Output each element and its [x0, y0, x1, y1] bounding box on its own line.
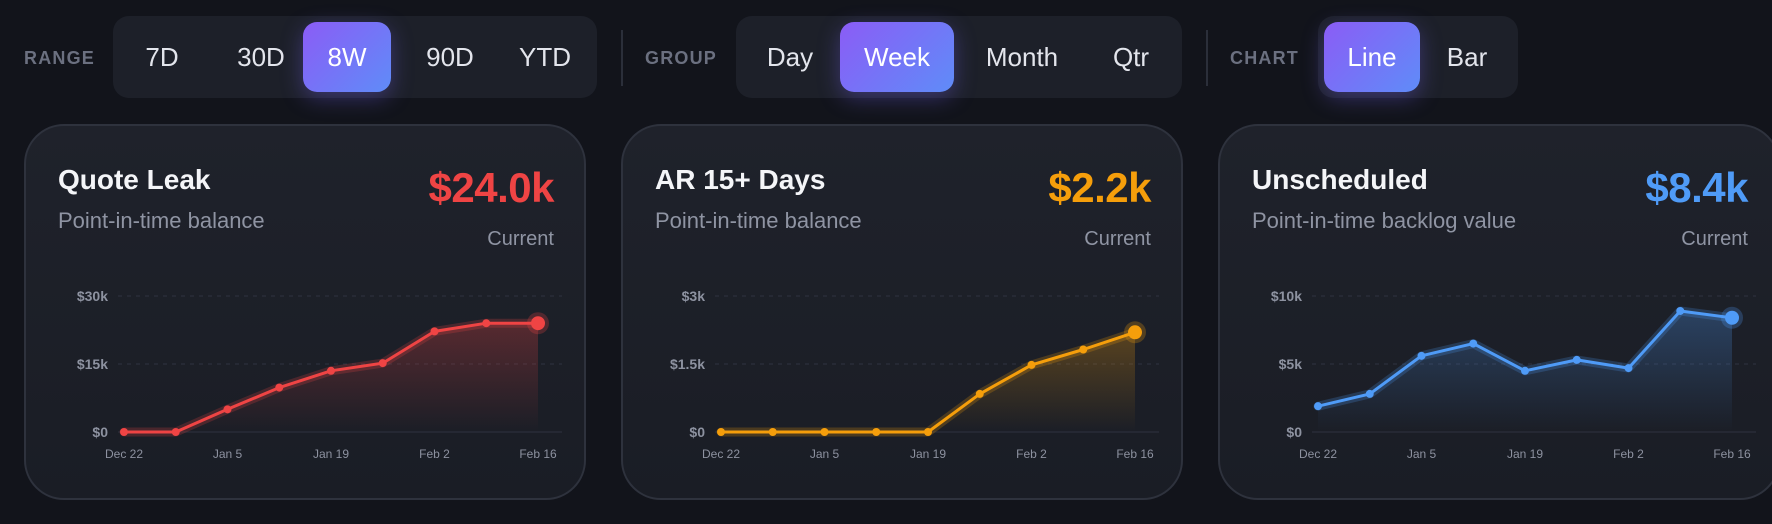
- card-current-value: $8.4k: [1645, 164, 1748, 211]
- metric-card-ar-15-days[interactable]: AR 15+ Days Point-in-time balance $2.2k …: [621, 124, 1183, 500]
- data-point[interactable]: [872, 428, 881, 436]
- ar-15-days-line-chart: $0 $1.5k $3k Dec 22 Jan 5 Jan 19 Feb 2 Feb 16: [670, 288, 1159, 461]
- y-tick-label: $5k: [1279, 356, 1303, 372]
- card-subtitle: Point-in-time backlog value: [1252, 208, 1517, 233]
- data-point[interactable]: [1624, 364, 1633, 373]
- x-tick-label: Jan 19: [313, 447, 349, 461]
- toolbar-divider: [621, 30, 623, 86]
- card-value-caption: Current: [1681, 228, 1748, 250]
- range-30d-button[interactable]: 30D: [237, 41, 285, 72]
- data-point[interactable]: [1572, 355, 1581, 364]
- data-point[interactable]: [717, 428, 725, 436]
- range-90d-button[interactable]: 90D: [426, 41, 474, 72]
- chart-bar-button[interactable]: Bar: [1446, 41, 1488, 72]
- group-month-button[interactable]: Month: [985, 41, 1059, 72]
- data-point[interactable]: [1676, 306, 1685, 315]
- y-tick-label: $0: [689, 424, 705, 440]
- x-tick-label: Feb 2: [419, 447, 450, 461]
- data-point[interactable]: [1725, 310, 1739, 325]
- toolbar-divider: [1206, 30, 1208, 86]
- y-tick-label: $30k: [77, 288, 108, 304]
- metric-card-unscheduled[interactable]: Unscheduled Point-in-time backlog value …: [1218, 124, 1772, 500]
- data-point[interactable]: [1365, 389, 1374, 398]
- x-tick-label: Jan 5: [810, 447, 840, 461]
- data-point[interactable]: [378, 359, 387, 368]
- chart-type-segmented-control: Line Bar: [1318, 16, 1518, 98]
- x-tick-label: Jan 5: [1407, 447, 1437, 461]
- x-tick-label: Jan 19: [910, 447, 946, 461]
- group-qtr-button[interactable]: Qtr: [1112, 41, 1150, 72]
- x-tick-label: Feb 2: [1613, 447, 1644, 461]
- x-tick-label: Jan 19: [1507, 447, 1543, 461]
- data-point[interactable]: [171, 428, 180, 436]
- card-title: Unscheduled: [1252, 164, 1428, 195]
- x-tick-label: Dec 22: [702, 447, 740, 461]
- data-point[interactable]: [820, 428, 829, 436]
- group-week-button[interactable]: Week: [840, 22, 954, 92]
- card-subtitle: Point-in-time balance: [58, 208, 265, 233]
- unscheduled-line-chart: $0 $5k $10k Dec 22 Jan 5 Jan 19 Feb 2 Feb 16: [1271, 288, 1756, 461]
- y-tick-label: $1.5k: [670, 356, 705, 372]
- data-point[interactable]: [531, 316, 545, 331]
- x-tick-label: Dec 22: [105, 447, 143, 461]
- x-tick-label: Feb 16: [1116, 447, 1154, 461]
- x-tick-label: Feb 16: [1713, 447, 1751, 461]
- data-point[interactable]: [924, 428, 932, 436]
- metric-card-quote-leak[interactable]: Quote Leak Point-in-time balance $24.0k …: [24, 124, 586, 500]
- group-day-button[interactable]: Day: [766, 41, 814, 72]
- quote-leak-line-chart: $0 $15k $30k Dec 22 Jan 5 Jan 19 Feb 2 Feb 16: [77, 288, 562, 461]
- data-point[interactable]: [120, 428, 128, 436]
- y-tick-label: $10k: [1271, 288, 1302, 304]
- data-point[interactable]: [1128, 325, 1142, 340]
- card-value-caption: Current: [487, 228, 554, 250]
- data-point[interactable]: [327, 366, 335, 375]
- data-point[interactable]: [1521, 366, 1529, 375]
- range-segmented-control: 7D 30D 8W 90D YTD: [113, 16, 597, 98]
- data-point[interactable]: [1469, 339, 1478, 348]
- series-area: [721, 332, 1135, 432]
- filter-toolbar: RANGE 7D 30D 8W 90D YTD GROUP Day Week M…: [0, 0, 1772, 118]
- y-tick-label: $15k: [77, 356, 108, 372]
- data-point[interactable]: [275, 383, 284, 392]
- range-label: RANGE: [24, 48, 96, 68]
- card-title: AR 15+ Days: [655, 164, 826, 195]
- x-tick-label: Jan 5: [213, 447, 243, 461]
- card-current-value: $2.2k: [1048, 164, 1151, 211]
- data-point[interactable]: [482, 319, 491, 328]
- card-subtitle: Point-in-time balance: [655, 208, 862, 233]
- group-segmented-control: Day Week Month Qtr: [736, 16, 1182, 98]
- y-tick-label: $0: [1286, 424, 1302, 440]
- x-tick-label: Feb 16: [519, 447, 557, 461]
- y-tick-label: $0: [92, 424, 108, 440]
- chart-label: CHART: [1230, 48, 1299, 68]
- data-point[interactable]: [1314, 402, 1322, 411]
- data-point[interactable]: [768, 428, 777, 436]
- x-tick-label: Feb 2: [1016, 447, 1047, 461]
- series-area: [124, 323, 538, 432]
- range-7d-button[interactable]: 7D: [145, 41, 179, 72]
- data-point[interactable]: [1417, 351, 1426, 360]
- data-point[interactable]: [223, 405, 232, 414]
- range-8w-button[interactable]: 8W: [303, 22, 391, 92]
- x-tick-label: Dec 22: [1299, 447, 1337, 461]
- y-tick-label: $3k: [682, 288, 706, 304]
- card-title: Quote Leak: [58, 164, 211, 195]
- card-current-value: $24.0k: [428, 164, 555, 211]
- chart-line-button[interactable]: Line: [1324, 22, 1420, 92]
- range-ytd-button[interactable]: YTD: [519, 41, 571, 72]
- card-value-caption: Current: [1084, 228, 1151, 250]
- group-label: GROUP: [645, 48, 718, 68]
- data-point[interactable]: [975, 389, 984, 398]
- data-point[interactable]: [1027, 360, 1036, 369]
- data-point[interactable]: [1079, 345, 1088, 354]
- data-point[interactable]: [430, 327, 439, 336]
